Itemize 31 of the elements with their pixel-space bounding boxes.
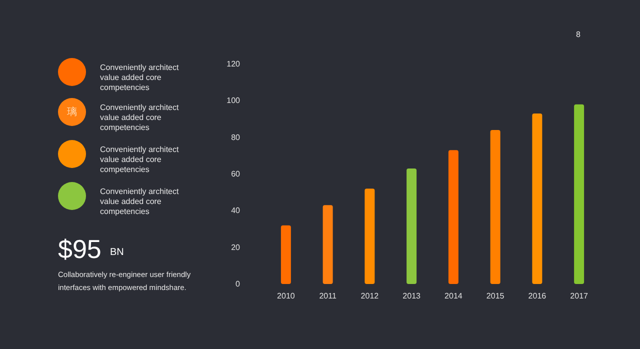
y-tick-label: 60: [231, 170, 241, 178]
y-tick-label: 20: [231, 242, 241, 252]
text: BN: [110, 247, 124, 258]
x-tick-label: 2014: [444, 292, 463, 300]
y-tick-label: 40: [231, 206, 241, 216]
bar: [574, 104, 584, 284]
text: 璃: [66, 106, 78, 119]
text: 8: [576, 30, 580, 39]
bar: [448, 150, 458, 284]
text: Conveniently architect value added core competencies: [100, 103, 180, 133]
x-tick-label: 2010: [277, 292, 296, 300]
y-tick-label: 0: [236, 280, 241, 288]
bar: [280, 225, 291, 284]
x-tick-label: 2016: [528, 292, 547, 300]
bar: [322, 205, 333, 284]
x-tick-label: 2015: [486, 292, 505, 300]
bar: [406, 168, 417, 284]
x-tick-label: 2013: [402, 292, 422, 300]
y-tick-label: 80: [231, 132, 241, 142]
text: $95: [58, 234, 102, 265]
text: Conveniently architect value added core competencies: [100, 145, 180, 175]
y-tick-label: 120: [226, 60, 241, 68]
bar: [532, 114, 542, 284]
bar: [490, 130, 500, 284]
y-tick-label: 100: [226, 96, 241, 106]
text: Conveniently architect value added core competencies: [100, 187, 180, 217]
x-tick-label: 2011: [319, 292, 337, 300]
x-tick-label: 2012: [360, 292, 380, 300]
x-tick-label: 2017: [570, 292, 589, 300]
bar: [364, 188, 375, 284]
text: Conveniently architect value added core competencies: [100, 63, 180, 93]
